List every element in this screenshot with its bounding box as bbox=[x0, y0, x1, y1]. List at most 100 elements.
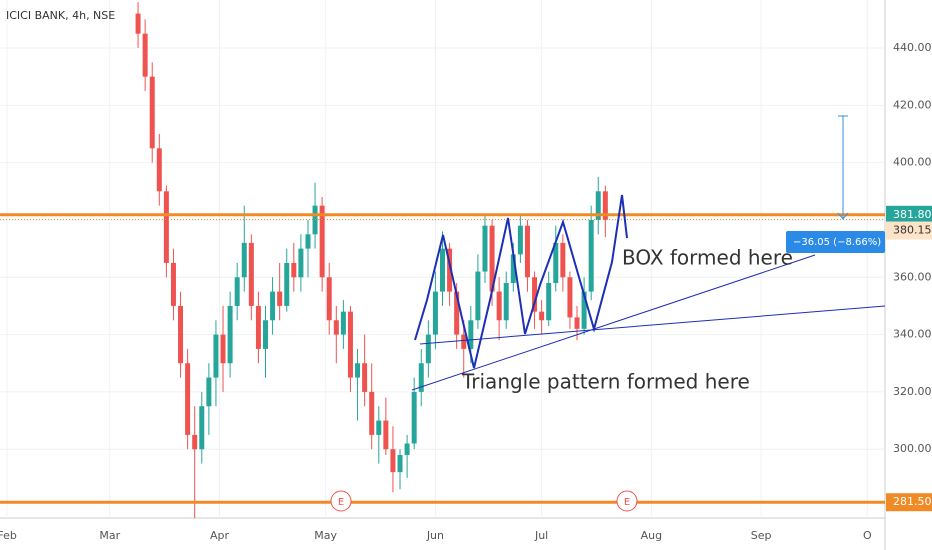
chart-title: ICICI BANK, 4h, NSE bbox=[6, 9, 115, 22]
earnings-marker bbox=[616, 490, 638, 512]
trend-line bbox=[419, 305, 886, 345]
candle-body bbox=[560, 242, 566, 278]
candle-body bbox=[255, 305, 261, 349]
candle-body bbox=[532, 277, 538, 312]
drawings bbox=[411, 115, 886, 391]
candle-body bbox=[270, 291, 276, 321]
price-label: 380.15 bbox=[893, 224, 932, 237]
x-tick-label: Sep bbox=[751, 529, 772, 542]
x-tick-label: Jun bbox=[426, 529, 444, 542]
candle-body bbox=[284, 262, 290, 306]
earnings-marker bbox=[330, 490, 352, 512]
candle-body bbox=[383, 420, 389, 450]
y-tick-label: 320.00 bbox=[893, 385, 932, 398]
candle-body bbox=[192, 434, 198, 450]
candle-body bbox=[602, 191, 608, 220]
x-tick-label: Apr bbox=[210, 529, 230, 542]
candle-body bbox=[319, 205, 325, 278]
measure-label: −36.05 (−8.66%) −7 bbox=[793, 237, 899, 248]
candle-body bbox=[149, 76, 155, 149]
candle-body bbox=[425, 334, 431, 364]
candle-body bbox=[199, 406, 205, 450]
y-tick-label: 420.00 bbox=[893, 98, 932, 111]
candle-body bbox=[142, 33, 148, 77]
candle-body bbox=[170, 262, 176, 306]
measure-box bbox=[786, 231, 885, 253]
x-tick-label: Aug bbox=[641, 529, 662, 542]
candle-body bbox=[263, 320, 268, 349]
candle-body bbox=[574, 317, 580, 329]
zigzag bbox=[414, 194, 628, 369]
candle-body bbox=[454, 291, 460, 335]
candle-body bbox=[404, 443, 410, 455]
candle-body bbox=[482, 225, 488, 272]
candle-body bbox=[277, 291, 283, 306]
x-tick-label: May bbox=[314, 529, 337, 542]
candle-body bbox=[397, 454, 403, 473]
candle-body bbox=[291, 262, 297, 278]
candle-body bbox=[333, 320, 339, 335]
x-tick-label: Feb bbox=[0, 529, 17, 542]
y-tick-label: 440.00 bbox=[893, 41, 932, 54]
candle-body bbox=[510, 254, 516, 284]
candle-body bbox=[546, 283, 552, 321]
candle-body bbox=[185, 363, 191, 435]
candle-body bbox=[326, 277, 332, 321]
y-tick-label: 400.00 bbox=[893, 156, 932, 169]
candle-body bbox=[220, 334, 226, 364]
candle-body bbox=[489, 225, 495, 292]
annotation: Triangle pattern formed here bbox=[461, 370, 750, 394]
candle-body bbox=[347, 311, 353, 378]
candle-body bbox=[163, 191, 169, 263]
candle-body bbox=[539, 311, 545, 321]
candle-body bbox=[440, 248, 445, 292]
candle-body bbox=[206, 377, 212, 407]
candle-body bbox=[418, 363, 424, 392]
price-label: 381.80 bbox=[893, 208, 932, 221]
candle-body bbox=[369, 391, 375, 435]
measure-arrow bbox=[837, 212, 849, 220]
candle-body bbox=[390, 449, 396, 473]
candle-body bbox=[305, 234, 311, 249]
candle-body bbox=[588, 219, 594, 292]
y-tick-label: 300.00 bbox=[893, 442, 932, 455]
candle-body bbox=[362, 363, 368, 392]
x-tick-label: Mar bbox=[99, 529, 120, 542]
annotation: BOX formed here bbox=[622, 246, 793, 270]
x-tick-label: Jul bbox=[534, 529, 548, 542]
price-label-box bbox=[886, 221, 932, 240]
price-label-box bbox=[886, 205, 932, 224]
candle-body bbox=[340, 311, 346, 335]
candle-body bbox=[298, 248, 304, 278]
earnings-label: E bbox=[338, 497, 344, 508]
candle-body bbox=[432, 291, 438, 335]
candle-body bbox=[135, 13, 141, 34]
candle-body bbox=[468, 320, 474, 349]
candle-body bbox=[581, 291, 587, 329]
candle-body bbox=[213, 334, 219, 378]
candle-body bbox=[503, 283, 509, 321]
candle-body bbox=[241, 242, 247, 278]
candle-body bbox=[376, 420, 382, 435]
candle-body bbox=[595, 191, 601, 220]
candle-body bbox=[475, 271, 481, 321]
earnings-label: E bbox=[624, 497, 630, 508]
candle-body bbox=[567, 277, 573, 318]
trend-line bbox=[411, 254, 816, 391]
plot bbox=[0, 0, 885, 518]
candle-body bbox=[411, 391, 417, 444]
candle-body bbox=[517, 225, 523, 255]
candle-body bbox=[355, 363, 361, 378]
price-label-box bbox=[886, 493, 932, 512]
candle-body bbox=[227, 305, 233, 364]
x-tick-label: O bbox=[863, 529, 872, 542]
price-label: 281.50 bbox=[893, 495, 932, 508]
candle-body bbox=[524, 225, 530, 278]
candle-body bbox=[156, 148, 162, 192]
y-tick-label: 360.00 bbox=[893, 270, 932, 283]
candle-body bbox=[553, 242, 559, 284]
y-tick-label: 340.00 bbox=[893, 328, 932, 341]
candle-body bbox=[234, 277, 240, 306]
